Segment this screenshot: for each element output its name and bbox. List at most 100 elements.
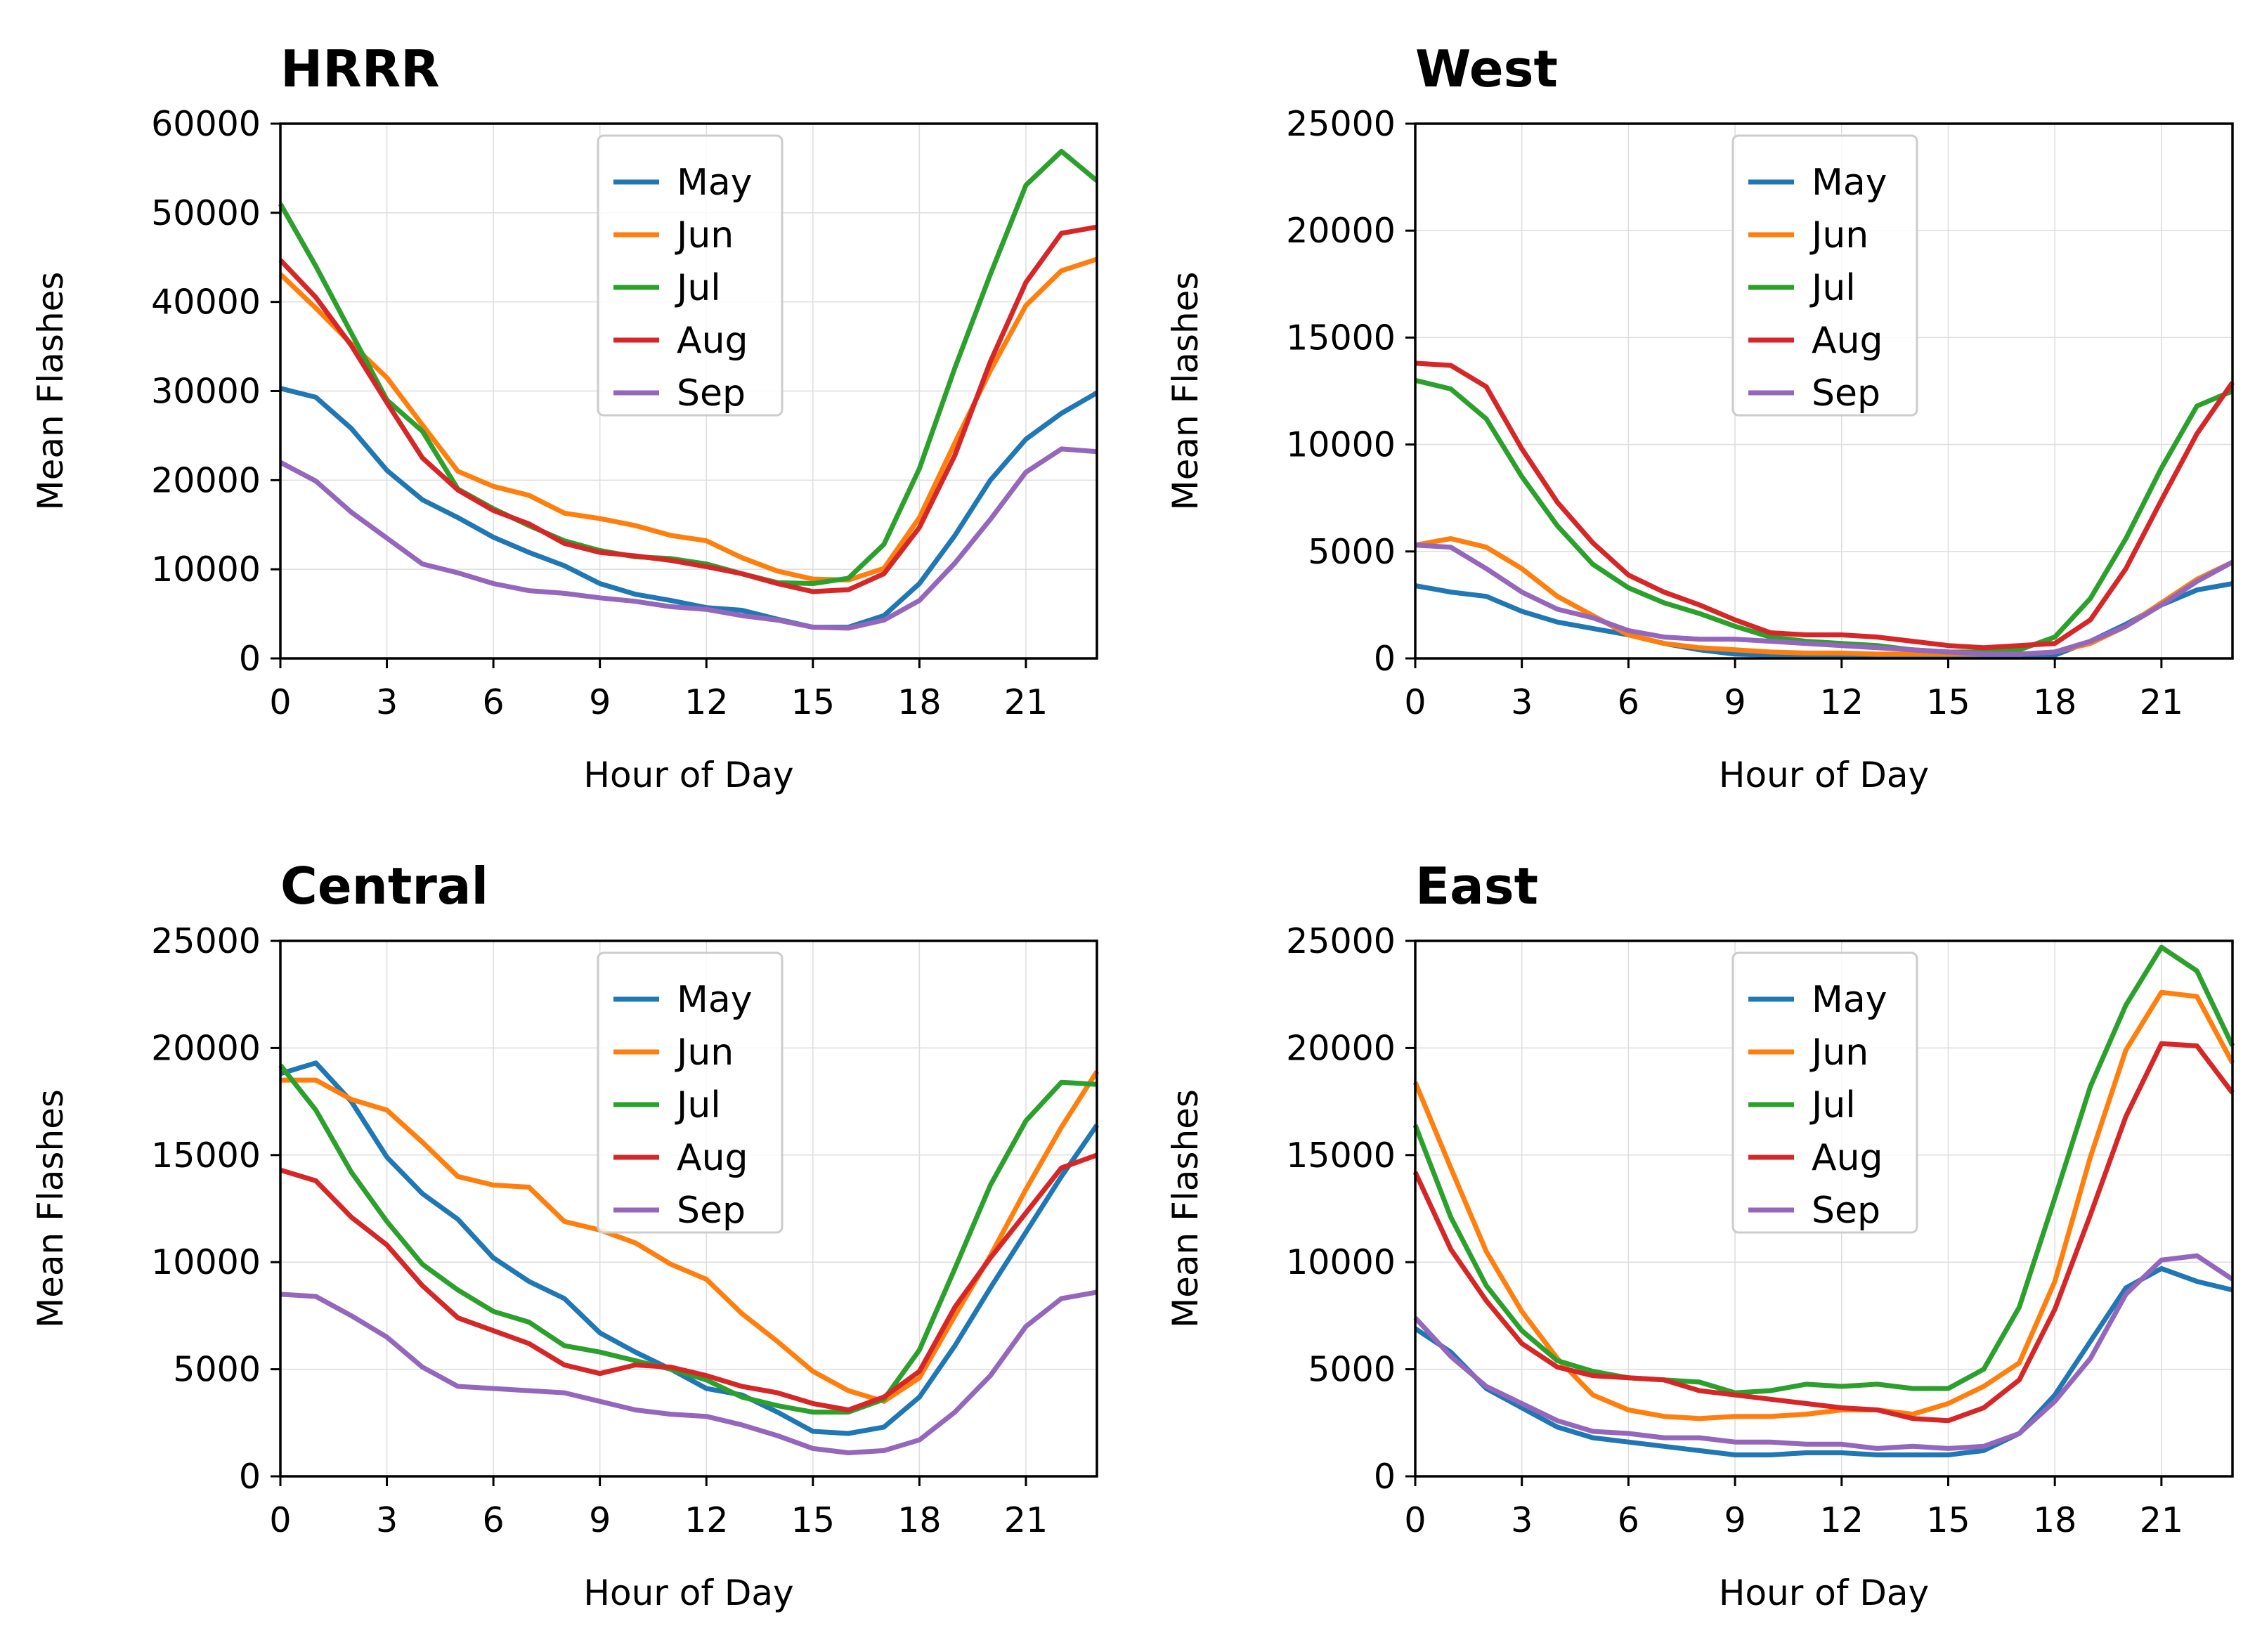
central-series-sep-line <box>280 1289 1098 1455</box>
x-axis-label: Hour of Day <box>583 755 793 795</box>
x-tick-label: 0 <box>1404 682 1426 722</box>
legend-label-may: May <box>677 979 753 1021</box>
y-tick-label: 5000 <box>1308 532 1396 572</box>
legend-label-sep: Sep <box>1812 1190 1880 1232</box>
y-axis-label: Mean Flashes <box>1165 1089 1206 1328</box>
legend-label-jul: Jul <box>1809 267 1856 309</box>
y-tick-label: 10000 <box>1286 425 1396 465</box>
y-tick-label: 20000 <box>151 1028 261 1068</box>
hrrr-series-jun-line <box>278 256 1098 583</box>
west-series-sep-line <box>1415 542 2234 657</box>
x-tick-label: 15 <box>791 1500 835 1540</box>
y-tick-label: 30000 <box>151 372 261 412</box>
x-tick-label: 18 <box>2033 682 2076 722</box>
y-tick-label: 25000 <box>1286 921 1396 961</box>
y-axis-label: Mean Flashes <box>1165 272 1206 511</box>
y-tick-label: 15000 <box>151 1136 261 1176</box>
x-tick-label: 21 <box>2140 682 2183 722</box>
east-legend: May Jun Jul Aug Sep <box>1731 951 1918 1234</box>
y-tick-label: 0 <box>1374 1457 1396 1497</box>
y-tick-label: 10000 <box>151 1242 261 1282</box>
legend-label-may: May <box>1812 162 1887 204</box>
west-title: West <box>1415 39 1558 98</box>
legend-label-sep: Sep <box>677 1190 746 1232</box>
legend-label-aug: Aug <box>1812 320 1883 362</box>
x-tick-label: 12 <box>684 682 728 722</box>
x-tick-label: 9 <box>1724 682 1746 722</box>
west-panel: 0 3 6 9 12 15 18 21 0 5000 10000 15000 20000 25000 Wes… <box>1165 39 2235 795</box>
central-panel: 0 3 6 9 12 15 18 21 0 5000 10000 15000 20000 25000 Cen… <box>30 857 1099 1613</box>
x-tick-label: 21 <box>1004 1500 1048 1540</box>
central-series-may-line <box>279 1060 1099 1436</box>
x-tick-label: 9 <box>1724 1500 1746 1540</box>
hrrr-title: HRRR <box>280 39 440 98</box>
y-tick-label: 20000 <box>1286 1028 1396 1068</box>
y-tick-label: 25000 <box>151 921 261 961</box>
y-tick-label: 50000 <box>151 193 261 233</box>
x-axis-label: Hour of Day <box>583 1573 793 1613</box>
x-tick-label: 3 <box>1511 682 1533 722</box>
legend-label-sep: Sep <box>677 372 746 415</box>
y-tick-label: 5000 <box>1308 1350 1396 1390</box>
x-tick-label: 6 <box>1618 1500 1639 1540</box>
legend-label-sep: Sep <box>1812 372 1880 415</box>
east-series-aug-line <box>1412 1041 2235 1424</box>
x-tick-label: 6 <box>1618 682 1639 722</box>
y-tick-label: 0 <box>1374 639 1396 679</box>
x-tick-label: 3 <box>376 1500 398 1540</box>
legend-box <box>597 951 784 1234</box>
west-series-jul-line <box>1415 377 2234 655</box>
x-tick-label: 15 <box>1926 682 1970 722</box>
y-axis-label: Mean Flashes <box>30 1089 71 1328</box>
y-tick-label: 20000 <box>151 460 261 500</box>
x-tick-label: 6 <box>483 682 505 722</box>
x-tick-label: 6 <box>483 1500 505 1540</box>
x-tick-label: 12 <box>684 1500 728 1540</box>
legend-box <box>597 134 784 417</box>
x-tick-label: 9 <box>589 1500 611 1540</box>
legend-label-jul: Jul <box>1809 1084 1856 1126</box>
central-series-aug-line <box>279 1152 1098 1412</box>
y-tick-label: 0 <box>239 639 261 679</box>
east-series-jul-line <box>1412 944 2235 1396</box>
legend-box <box>1731 134 1918 417</box>
x-tick-label: 21 <box>2140 1500 2183 1540</box>
legend-label-may: May <box>677 162 753 204</box>
x-tick-label: 21 <box>1004 682 1048 722</box>
y-tick-label: 15000 <box>1286 318 1396 358</box>
east-series-may-line <box>1414 1266 2233 1457</box>
x-tick-label: 18 <box>2033 1500 2076 1540</box>
central-legend: May Jun Jul Aug Sep <box>597 951 784 1234</box>
axes-frame <box>1414 122 2234 660</box>
y-tick-label: 10000 <box>151 549 261 590</box>
x-tick-label: 0 <box>269 1500 291 1540</box>
y-tick-label: 40000 <box>151 282 261 323</box>
y-tick-label: 20000 <box>1286 211 1396 251</box>
east-series-jun-line <box>1412 989 2235 1422</box>
x-tick-label: 12 <box>1820 682 1864 722</box>
hrrr-series-sep-line <box>279 446 1098 631</box>
west-legend: May Jun Jul Aug Sep <box>1731 134 1918 417</box>
x-tick-label: 15 <box>791 682 835 722</box>
x-tick-label: 9 <box>589 682 611 722</box>
x-tick-label: 3 <box>1511 1500 1533 1540</box>
east-title: East <box>1415 857 1538 916</box>
central-series-jul-line <box>278 1063 1098 1415</box>
x-tick-label: 0 <box>269 682 291 722</box>
legend-label-aug: Aug <box>677 1137 748 1179</box>
legend-box <box>1731 951 1918 1234</box>
central-series-jun-line <box>280 1070 1099 1404</box>
legend-label-aug: Aug <box>1812 1137 1883 1179</box>
x-axis-label: Hour of Day <box>1719 755 1929 795</box>
legend-label-may: May <box>1812 979 1887 1021</box>
axes-frame <box>1414 939 2234 1478</box>
y-tick-label: 15000 <box>1286 1136 1396 1176</box>
legend-label-jul: Jul <box>675 267 721 309</box>
east-panel: 0 3 6 9 12 15 18 21 0 5000 10000 15000 20000 25000 Eas… <box>1165 857 2235 1613</box>
legend-label-jun: Jun <box>1809 214 1868 256</box>
x-tick-label: 18 <box>897 682 941 722</box>
legend-label-jun: Jun <box>675 1032 734 1074</box>
x-tick-label: 3 <box>376 682 398 722</box>
y-tick-label: 0 <box>239 1457 261 1497</box>
